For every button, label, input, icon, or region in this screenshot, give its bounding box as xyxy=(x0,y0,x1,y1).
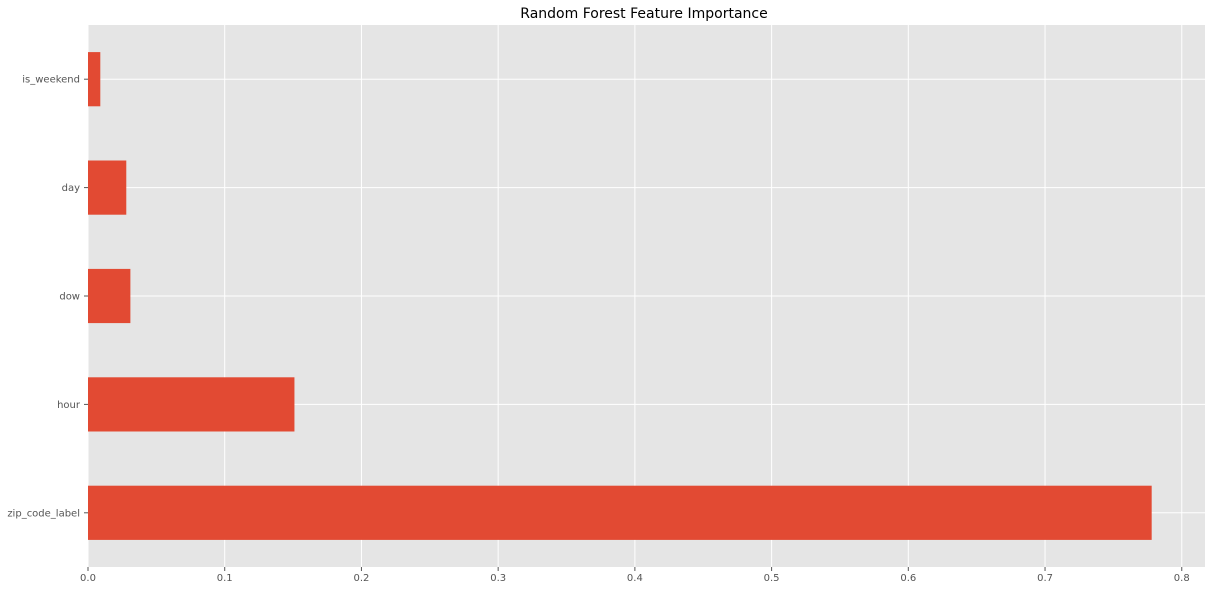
y-axis-ticks: zip_code_label hour dow day is_weekend xyxy=(7,75,88,519)
x-tick-label: 0.6 xyxy=(900,573,916,584)
y-tick-label: zip_code_label xyxy=(7,508,80,519)
x-axis-ticks: 0.0 0.1 0.2 0.3 0.4 0.5 0.6 0.7 0.8 xyxy=(80,567,1190,584)
x-tick-label: 0.1 xyxy=(217,573,233,584)
chart-title: Random Forest Feature Importance xyxy=(520,6,767,22)
bar-day xyxy=(88,160,127,215)
y-tick-label: day xyxy=(62,183,80,194)
x-tick-label: 0.8 xyxy=(1174,573,1190,584)
x-tick-label: 0.7 xyxy=(1037,573,1053,584)
x-tick-label: 0.4 xyxy=(627,573,643,584)
bar-dow xyxy=(88,268,131,324)
y-tick-label: hour xyxy=(57,400,81,411)
x-tick-label: 0.5 xyxy=(764,573,780,584)
bar-zip-code-label xyxy=(88,485,1152,540)
y-tick-label: dow xyxy=(59,292,80,303)
x-tick-label: 0.0 xyxy=(80,573,96,584)
x-tick-label: 0.2 xyxy=(353,573,369,584)
bar-hour xyxy=(88,377,295,432)
bars xyxy=(88,52,1152,540)
x-tick-label: 0.3 xyxy=(490,573,506,584)
y-tick-label: is_weekend xyxy=(22,75,80,86)
bar-is-weekend xyxy=(88,52,101,107)
